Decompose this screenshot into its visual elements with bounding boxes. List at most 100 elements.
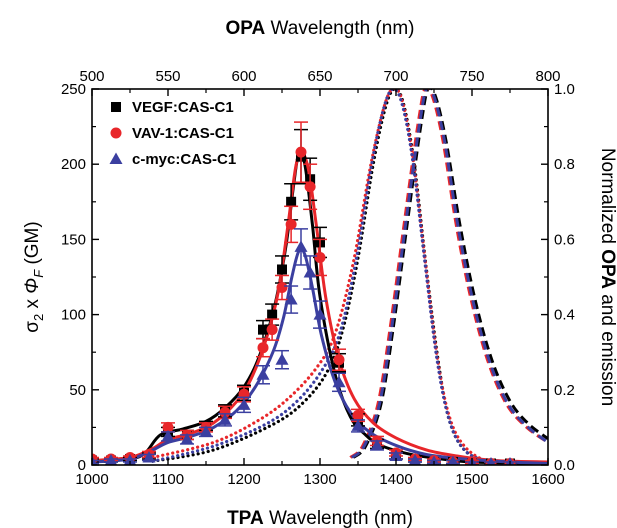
tpa-point-1-15 — [314, 251, 326, 263]
top-tick-label-2: 600 — [231, 68, 256, 85]
opa-emission-line-1 — [349, 89, 548, 459]
tpa-point-2-24 — [505, 456, 515, 465]
tpa-point-2-6 — [199, 425, 213, 437]
right-axis-title: Normalized OPA and emission — [597, 148, 617, 406]
tpa-point-0-9 — [258, 324, 268, 335]
left-axis-unit: (GM) — [22, 221, 43, 270]
left-tick-label-1: 50 — [69, 382, 86, 399]
top-axis-title: OPA Wavelength (nm) — [225, 18, 414, 39]
legend-label-0: VEGF:CAS-C1 — [132, 99, 234, 116]
tpa-point-1-17 — [352, 409, 364, 421]
bottom-axis-title-bold: TPA — [227, 508, 264, 528]
right-tick-label-4: 0.8 — [554, 156, 575, 173]
tpa-point-1-7 — [219, 406, 231, 418]
bottom-tick-label-3: 1300 — [303, 471, 336, 488]
legend: VEGF:CAS-C1 VAV-1:CAS-C1 c-myc:CAS-C1 — [109, 99, 236, 168]
right-axis-title-bold: OPA — [597, 249, 617, 289]
legend-label-2: c-myc:CAS-C1 — [132, 151, 236, 168]
tpa-point-2-10 — [275, 353, 289, 365]
tpa-point-2-13 — [303, 265, 317, 278]
bottom-tick-label-0: 1000 — [75, 471, 108, 488]
legend-label-1: VAV-1:CAS-C1 — [132, 125, 234, 142]
tpa-point-2-8 — [237, 398, 251, 410]
tpa-point-2-4 — [161, 429, 175, 442]
tpa-point-1-13 — [295, 146, 307, 158]
bottom-tick-label-2: 1200 — [227, 471, 260, 488]
tpa-point-1-12 — [285, 218, 297, 230]
right-tick-label-3: 0.6 — [554, 231, 575, 248]
top-axis-title-bold: OPA — [225, 18, 265, 39]
top-tick-label-6: 800 — [535, 68, 560, 85]
tpa-point-2-2 — [123, 453, 137, 465]
tpa-point-2-21 — [447, 455, 459, 465]
tpa-point-0-12 — [286, 196, 297, 207]
right-axis-title-pre: Normalized — [597, 148, 617, 249]
bottom-tick-label-4: 1400 — [379, 471, 412, 488]
tpa-point-2-18 — [389, 449, 403, 461]
tpa-point-2-17 — [370, 438, 384, 451]
right-tick-label-2: 0.4 — [554, 307, 575, 324]
right-tick-label-0: 0.0 — [554, 457, 575, 474]
plot-frame — [91, 88, 549, 466]
left-tick-label-5: 250 — [61, 81, 86, 98]
tpa-point-2-20 — [428, 455, 440, 465]
tpa-point-2-1 — [104, 453, 118, 465]
left-tick-label-4: 200 — [61, 156, 86, 173]
left-axis-title: σ2 x ΦF (GM) — [22, 221, 46, 332]
tpa-point-2-7 — [218, 413, 232, 425]
top-tick-label-1: 550 — [155, 68, 180, 85]
tpa-point-1-4 — [162, 421, 174, 433]
tpa-point-1-11 — [276, 282, 288, 294]
bottom-tick-label-6: 1600 — [531, 471, 564, 488]
tpa-point-1-9 — [257, 342, 269, 354]
tpa-point-2-19 — [408, 453, 422, 465]
tpa-point-2-11 — [284, 293, 298, 305]
bottom-axis-title: TPA Wavelength (nm) — [227, 508, 413, 528]
top-tick-label-0: 500 — [79, 68, 104, 85]
opa-emission-line-0 — [352, 89, 548, 459]
left-tick-label-3: 150 — [61, 231, 86, 248]
opa-absorption-line-2 — [151, 89, 520, 465]
left-axis-phi: Φ — [22, 278, 43, 294]
tpa-point-0-11 — [277, 264, 287, 275]
tpa-point-2-23 — [486, 456, 496, 465]
data-layer — [92, 89, 548, 465]
left-axis-sigma: σ — [22, 321, 43, 333]
right-tick-label-5: 1.0 — [554, 81, 575, 98]
left-axis-phi-sub: F — [31, 269, 46, 278]
tpa-point-2-15 — [332, 375, 346, 388]
right-tick-label-1: 0.2 — [554, 382, 575, 399]
right-axis-title-post: and emission — [597, 289, 617, 406]
top-axis-title-rest: Wavelength (nm) — [265, 18, 414, 39]
tpa-point-2-16 — [351, 419, 365, 431]
left-tick-label-0: 0 — [78, 457, 86, 474]
tpa-point-1-14 — [304, 181, 316, 193]
tpa-point-0-10 — [267, 309, 278, 320]
bottom-tick-label-1: 1100 — [152, 471, 184, 488]
tpa-point-2-5 — [180, 432, 194, 445]
top-tick-label-5: 750 — [459, 68, 484, 85]
legend-marker-0 — [111, 102, 121, 112]
bottom-tick-label-5: 1500 — [455, 471, 488, 488]
opa-absorption-line-1 — [151, 89, 520, 465]
bottom-axis-title-rest: Wavelength (nm) — [264, 508, 413, 528]
left-axis-times: x — [22, 294, 43, 314]
tpa-point-2-14 — [313, 308, 327, 320]
left-tick-label-2: 100 — [61, 307, 86, 324]
opa-emission-line-2 — [350, 89, 548, 459]
tpa-point-2-3 — [142, 450, 156, 463]
left-axis-sigma-sub: 2 — [31, 314, 46, 321]
top-tick-label-3: 650 — [307, 68, 332, 85]
legend-marker-2 — [109, 152, 123, 164]
tpa-fit-line-2 — [92, 247, 548, 465]
top-tick-label-4: 700 — [383, 68, 408, 85]
tpa-point-1-16 — [333, 354, 345, 366]
tpa-point-2-0 — [92, 455, 98, 465]
opa-absorption-line-0 — [151, 89, 520, 465]
tpa-point-1-10 — [266, 324, 278, 336]
tpa-point-2-9 — [256, 368, 270, 380]
legend-marker-1 — [110, 127, 122, 139]
tpa-point-2-12 — [294, 240, 308, 252]
